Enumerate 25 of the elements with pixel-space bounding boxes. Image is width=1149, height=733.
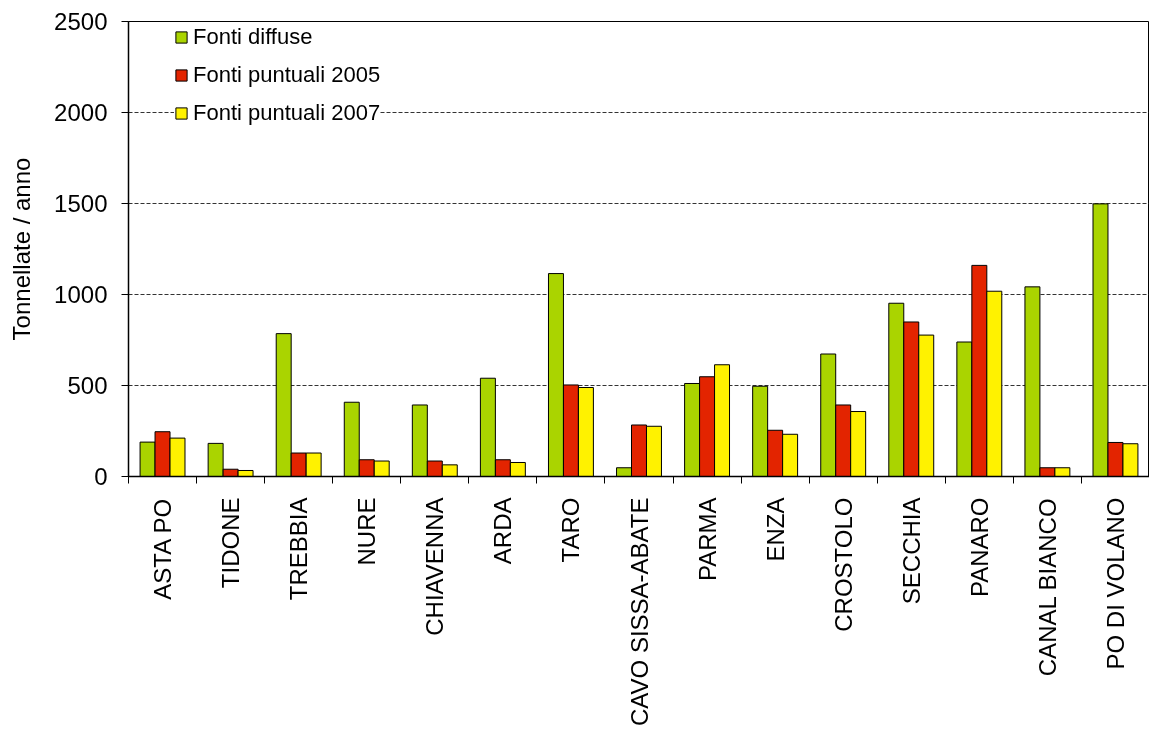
x-tick-label: SECCHIA [897, 497, 925, 605]
legend-label: Fonti diffuse [193, 24, 313, 50]
y-tick-label: 0 [94, 463, 108, 490]
y-axis-title: Tonnellate / anno [8, 157, 36, 341]
x-tick-label: CROSTOLO [829, 497, 857, 632]
x-tick-label: CHIAVENNA [421, 497, 449, 636]
legend-label: Fonti puntuali 2007 [193, 100, 381, 126]
x-tick-label: TIDONE [217, 497, 245, 589]
y-tick-label: 500 [67, 372, 108, 399]
x-tick-label: CANAL BIANCO [1033, 498, 1061, 677]
x-tick-label: PO DI VOLANO [1101, 497, 1129, 670]
x-tick-label: ARDA [489, 497, 517, 565]
x-tick-label: NURE [353, 497, 381, 566]
legend-label: Fonti puntuali 2005 [193, 62, 381, 88]
x-tick-label: ASTA PO [149, 498, 177, 600]
x-tick-label: PANARO [965, 497, 993, 598]
x-tick-label: TREBBIA [285, 497, 313, 601]
x-tick-label: CAVO SISSA-ABATE [625, 497, 653, 726]
y-tick-label: 2000 [54, 99, 108, 126]
x-tick-label: TARO [557, 497, 585, 563]
y-tick-label: 1500 [54, 190, 108, 217]
x-tick-label: ENZA [761, 497, 789, 562]
y-tick-label: 1000 [54, 281, 108, 308]
x-tick-label: PARMA [693, 497, 721, 582]
y-tick-label: 2500 [54, 8, 108, 35]
